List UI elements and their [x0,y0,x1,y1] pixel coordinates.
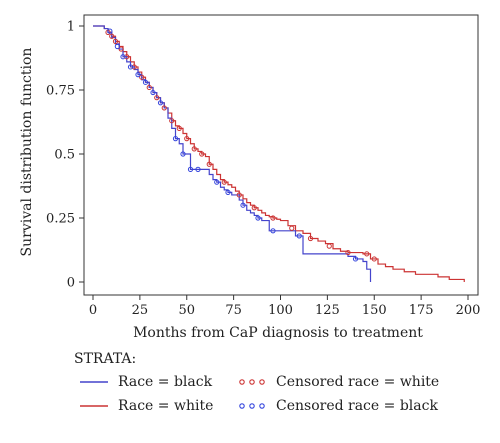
censor-point-censored-race-black [180,151,186,157]
censor-point-censored-race-white [326,243,332,249]
censor-point-censored-race-white [118,46,124,52]
censor-point-censored-race-black [255,215,261,221]
series-layer [93,25,465,282]
series-line-race-white [93,25,465,282]
x-tick-label: 100 [268,303,293,318]
censor-point-censored-race-black [127,64,134,70]
censor-point-censored-race-white [154,95,160,101]
legend-swatch-censored-race-black [239,403,245,409]
censor-point-censored-race-white [139,74,145,80]
censor-point-censored-race-white [206,161,212,167]
censor-point-censored-race-white [236,192,242,198]
censor-point-censored-race-black [120,54,126,60]
x-axis-title: Months from CaP diagnosis to treatment [133,325,423,341]
legend-swatch-censored-race-white [259,379,265,385]
censor-point-censored-race-black [135,72,141,78]
legend-label-censored-race-black: Censored race = black [276,398,438,414]
legend-swatch-censored-race-black [249,403,255,409]
y-tick-label: 1 [67,20,75,35]
censor-point-censored-race-black [150,89,156,96]
y-tick-label: 0.25 [46,212,75,227]
censor-point-censored-race-black [270,228,276,234]
x-tick-label: 75 [225,303,242,318]
y-tick-label: 0.5 [54,148,75,163]
y-tick-label: 0.75 [46,84,75,99]
censor-point-censored-race-black [187,166,194,172]
censor-point-censored-race-black [225,189,231,195]
censor-point-censored-race-white [191,146,197,152]
censor-point-censored-race-white [184,136,190,142]
censor-point-censored-race-white [345,249,351,256]
censor-point-censored-race-black [157,100,164,106]
censor-point-censored-race-white [169,118,175,124]
x-tick-label: 50 [178,303,195,318]
legend-swatch-censored-race-black [259,403,265,409]
x-tick-label: 0 [89,303,97,318]
censor-point-censored-race-black [352,256,359,262]
legend-title: STRATA: [74,351,136,367]
legend-swatch-censored-race-white [249,379,255,385]
legend-swatch-censored-race-white [239,379,245,385]
legend: Race = black Censored race = white Race = … [80,374,439,414]
censor-point-censored-race-black [142,79,149,85]
censor-point-censored-race-white [109,33,115,39]
x-tick-label: 150 [362,303,387,318]
censor-point-censored-race-white [289,225,295,231]
censor-point-censored-race-white [307,235,314,242]
censor-point-censored-race-white [251,205,257,211]
y-tick-label: 0 [67,276,75,291]
plot-frame [83,14,479,296]
x-tick-label: 25 [132,303,149,318]
censor-point-censored-race-white [146,84,152,91]
censor-point-censored-race-white [161,105,167,111]
y-axis-title: Survival distribution function [19,48,35,257]
x-tick-label: 125 [315,303,340,318]
censor-point-censored-race-black [240,202,246,208]
censor-point-censored-race-white [176,125,182,131]
censor-point-censored-race-white [270,215,276,221]
censor-point-censored-race-white [364,251,370,257]
legend-label-censored-race-white: Censored race = white [276,374,439,390]
legend-label-race-white: Race = white [118,398,213,414]
legend-label-race-black: Race = black [118,374,213,390]
x-tick-label: 175 [409,303,434,318]
censor-point-censored-race-white [371,256,377,262]
censor-point-censored-race-black [172,136,179,142]
censor-point-censored-race-white [221,179,227,185]
censor-point-censored-race-black [195,166,201,172]
x-tick-label: 200 [456,303,481,318]
ticks-layer: 0 25 50 75 100 125 150 175 200 0 0.25 0.5 0.75 1 [46,20,480,319]
censor-point-censored-race-white [112,38,119,44]
censor-point-censored-race-black [114,43,120,50]
censor-point-censored-race-black [296,233,302,239]
censor-point-censored-race-black [107,28,113,34]
censor-point-censored-race-white [199,151,205,157]
censor-point-censored-race-black [214,179,220,185]
